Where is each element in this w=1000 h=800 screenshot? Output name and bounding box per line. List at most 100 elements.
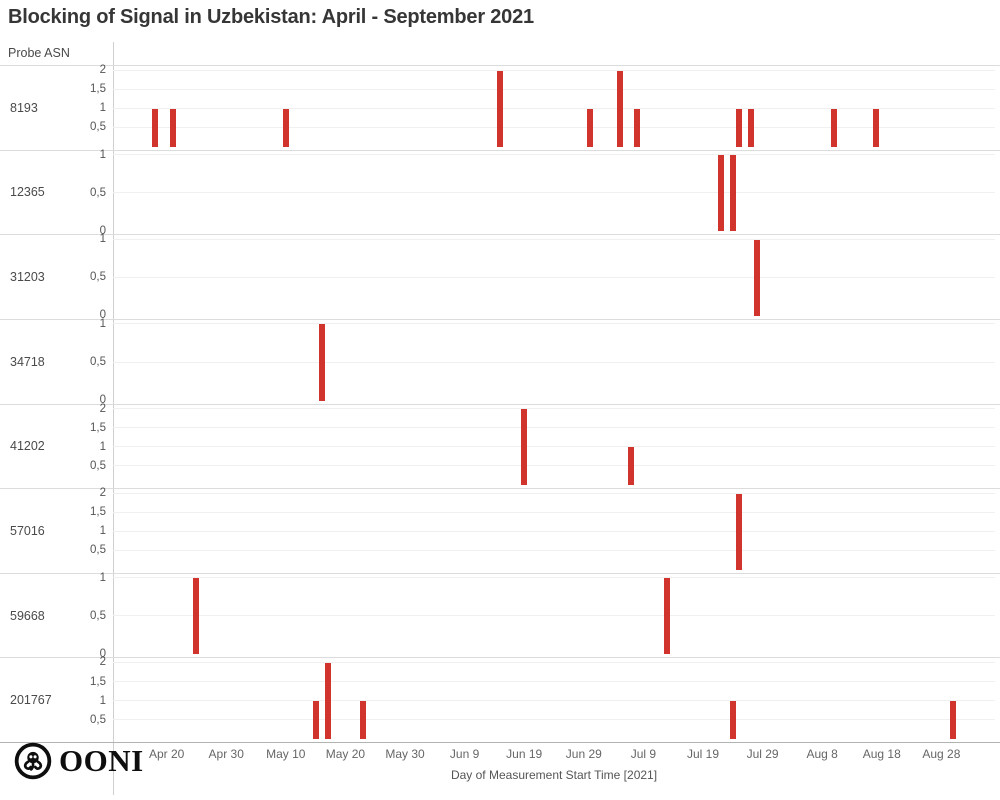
x-tick-label: Jun 9 [449, 747, 480, 761]
measurement-bar[interactable] [950, 701, 957, 740]
x-tick-label: May 10 [266, 747, 306, 761]
measurement-bar[interactable] [318, 324, 325, 401]
gridline [113, 492, 995, 494]
measurement-bar[interactable] [717, 155, 724, 232]
ooni-logo: OONI [14, 742, 144, 780]
measurement-bar[interactable] [634, 108, 641, 147]
y-tick-label: 1 [99, 233, 106, 246]
y-tick-label: 1 [99, 440, 106, 453]
y-tick-label: 0,5 [90, 544, 106, 557]
asn-row-8193: 8193 2 1,5 1 0,5 [0, 64, 1000, 150]
gridline [113, 577, 995, 579]
y-tick-label: 1,5 [90, 506, 106, 518]
x-tick-label: Apr 30 [208, 747, 244, 761]
subplot-area [113, 320, 995, 404]
subplot-area [113, 405, 995, 489]
asn-label: 34718 [10, 354, 45, 369]
measurement-bar[interactable] [747, 108, 754, 147]
gridline [113, 681, 995, 682]
x-tick-label: Jul 29 [746, 747, 779, 761]
y-tick-label: 2 [99, 486, 106, 499]
measurement-bar[interactable] [151, 108, 158, 147]
y-tick-label: 0,5 [90, 120, 106, 133]
asn-label: 8193 [10, 100, 38, 115]
gridline [113, 154, 995, 156]
y-tick-label: 0,5 [90, 609, 106, 622]
x-axis: Apr 20 Apr 30 May 10 May 20 May 30 Jun 9 Jun 1… [113, 747, 995, 763]
gridline [113, 700, 995, 702]
measurement-bar[interactable] [729, 701, 736, 740]
x-tick-label: Jul 9 [630, 747, 657, 761]
measurement-bar[interactable] [616, 70, 623, 147]
y-tick-label: 0,5 [90, 459, 106, 472]
measurement-bar[interactable] [586, 108, 593, 147]
measurement-bar[interactable] [628, 447, 635, 486]
asn-label: 41202 [10, 439, 45, 454]
subplot-area [113, 658, 995, 742]
y-tick-label: 0,5 [90, 186, 106, 199]
y-tick-label: 0 [99, 309, 106, 322]
gridline [113, 126, 995, 128]
y-tick-label: 0,5 [90, 355, 106, 368]
asn-row-59668: 59668 1 0,5 0 [0, 571, 1000, 660]
x-tick-label: Jul 19 [686, 747, 719, 761]
measurement-bar[interactable] [753, 239, 760, 316]
y-axis-title: Probe ASN [8, 46, 70, 60]
measurement-bar[interactable] [735, 108, 742, 147]
gridline [113, 238, 995, 240]
gridline [113, 511, 995, 513]
measurement-bar[interactable] [497, 70, 504, 147]
ooni-octopus-icon [14, 742, 52, 780]
measurement-bar[interactable] [729, 155, 736, 232]
x-tick-label: Aug 18 [862, 747, 901, 761]
measurement-bar[interactable] [312, 701, 319, 740]
measurement-bar[interactable] [169, 108, 176, 147]
asn-label: 31203 [10, 270, 45, 285]
gridline [113, 88, 995, 90]
gridline [113, 323, 995, 325]
y-axis-spine [113, 42, 114, 795]
gridline [113, 661, 995, 663]
measurement-bar[interactable] [324, 662, 331, 740]
measurement-bar[interactable] [193, 578, 200, 655]
gridline [113, 549, 995, 551]
y-tick-label: 2 [99, 402, 106, 415]
x-tick-label: May 20 [325, 747, 366, 761]
x-tick-label: Aug 8 [806, 747, 838, 761]
y-tick-label: 0 [99, 224, 106, 237]
y-tick-label: 0 [99, 393, 106, 406]
asn-row-12365: 12365 1 0,5 0 [0, 149, 1000, 237]
measurement-bar[interactable] [282, 108, 289, 147]
subplot-area [113, 235, 995, 319]
y-tick-label: 0 [99, 647, 106, 660]
measurement-bar[interactable] [831, 108, 838, 147]
y-tick-label: 1 [99, 694, 106, 707]
x-axis-title: Day of Measurement Start Time [2021] [450, 768, 658, 782]
asn-label: 12365 [10, 185, 45, 200]
asn-row-57016: 57016 2 1,5 1 0,5 [0, 486, 1000, 573]
y-tick-label: 1,5 [90, 82, 106, 95]
gridline [113, 361, 995, 363]
measurement-bar[interactable] [664, 578, 671, 655]
gridline [113, 408, 995, 410]
subplot-area [113, 489, 995, 573]
measurement-bar[interactable] [872, 108, 879, 147]
y-tick-label: 1,5 [90, 421, 106, 434]
asn-row-34718: 34718 1 0,5 0 [0, 318, 1000, 406]
gridline [113, 192, 995, 194]
gridline [113, 427, 995, 429]
measurement-bar[interactable] [735, 493, 742, 570]
gridline [113, 446, 995, 448]
y-tick-label: 0,5 [90, 713, 106, 726]
asn-label: 59668 [10, 608, 45, 623]
subplot-rows: 8193 2 1,5 1 0,5 12365 1 0,5 0 31203 1 0,5 0 34718 1 0,… [0, 64, 1000, 743]
subplot-area [113, 151, 995, 235]
measurement-bar[interactable] [521, 409, 528, 486]
gridline [113, 276, 995, 278]
measurement-bar[interactable] [360, 701, 367, 740]
chart-title: Blocking of Signal in Uzbekistan: April … [8, 6, 534, 28]
y-tick-label: 2 [99, 656, 106, 669]
y-tick-label: 1 [99, 571, 106, 584]
gridline [113, 615, 995, 617]
